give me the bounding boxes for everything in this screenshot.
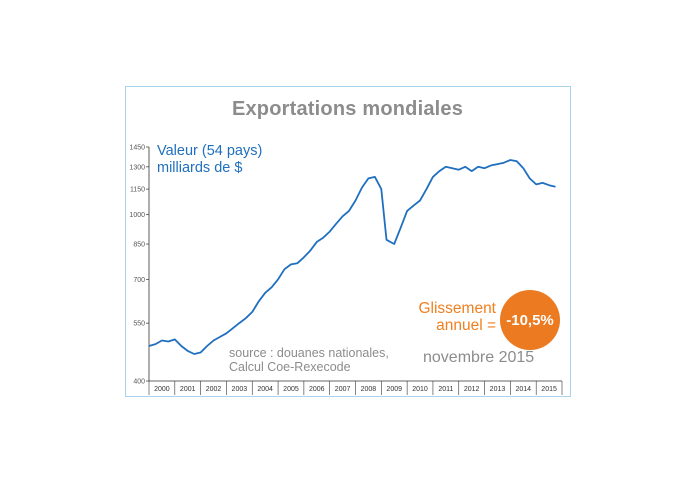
source-line-1: source : douanes nationales, bbox=[229, 346, 389, 360]
x-tick-label: 2015 bbox=[541, 386, 557, 393]
x-tick-label: 2002 bbox=[206, 386, 222, 393]
y-tick-label: 1300 bbox=[129, 164, 145, 171]
x-tick-label: 2006 bbox=[309, 386, 325, 393]
x-tick-label: 2008 bbox=[361, 386, 377, 393]
series-line bbox=[148, 159, 556, 355]
y-tick-label: 550 bbox=[133, 321, 145, 328]
x-tick-label: 2012 bbox=[464, 386, 480, 393]
slip-label: Glissement annuel = bbox=[412, 300, 496, 334]
chart-title: Exportations mondiales bbox=[231, 98, 464, 120]
x-tick-label: 2011 bbox=[438, 386, 453, 393]
y-tick-label: 400 bbox=[133, 379, 145, 386]
slip-label-line-1: Glissement bbox=[418, 300, 496, 317]
y-tick-label: 1150 bbox=[130, 187, 145, 194]
date-label: novembre 2015 bbox=[423, 349, 535, 366]
series-label-line-2: milliards de $ bbox=[157, 160, 243, 176]
slip-label-line-2: annuel = bbox=[436, 317, 496, 334]
x-tick-label: 2010 bbox=[412, 386, 428, 393]
x-tick-label: 2007 bbox=[335, 386, 351, 393]
x-tick-label: 2009 bbox=[386, 386, 402, 393]
slip-value-badge: -10,5% bbox=[500, 290, 560, 350]
plot-area bbox=[148, 159, 556, 355]
x-tick-label: 2000 bbox=[154, 386, 170, 393]
x-axis: 2000 2001 2002 2003 2004 2005 2006 2007 2008 2009… bbox=[148, 380, 563, 395]
y-tick-label: 700 bbox=[133, 277, 145, 284]
y-tick-label: 1450 bbox=[129, 145, 145, 152]
y-axis: 400 550 700 850 1000 1150 1300 1450 bbox=[129, 145, 150, 386]
y-tick-label: 1000 bbox=[129, 212, 145, 219]
x-tick-label: 2003 bbox=[232, 386, 248, 393]
source-line-2: Calcul Coe-Rexecode bbox=[229, 360, 351, 374]
x-tick-label: 2013 bbox=[490, 386, 506, 393]
x-tick-label: 2001 bbox=[180, 386, 196, 393]
chart-card bbox=[125, 86, 571, 397]
y-tick-label: 850 bbox=[133, 242, 145, 249]
series-label: Valeur (54 pays) milliards de $ bbox=[157, 143, 262, 177]
x-tick-label: 2005 bbox=[283, 386, 299, 393]
x-tick-label: 2014 bbox=[515, 386, 531, 393]
series-label-line-1: Valeur (54 pays) bbox=[157, 143, 263, 159]
source-note: source : douanes nationales, Calcul Coe-… bbox=[229, 346, 389, 374]
x-tick-label: 2004 bbox=[257, 386, 273, 393]
